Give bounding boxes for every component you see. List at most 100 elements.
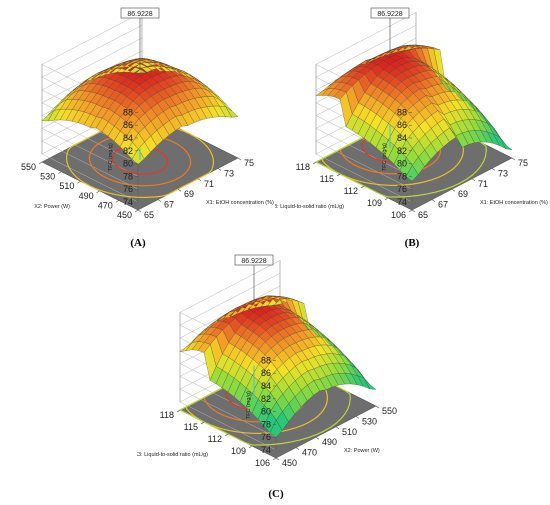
y-axis-title: X3: Liquid-to-solid ratio (mL/g) [275,204,344,210]
y-tick [248,445,253,449]
y-axis: 106 109 112 115 118 X3: Liquid-to-solid ratio… [270,161,413,220]
x-tick-label: 73 [498,168,508,178]
x-tick [411,209,416,213]
z-axis: 74 76 78 80 82 84 86 88 TFC (mg/g) [382,107,412,207]
max-label-text: 86.9228 [127,11,152,18]
x-tick [275,457,280,461]
z-tick-label: 86 [123,120,133,130]
y-tick-label: 112 [208,434,222,444]
y-tick [224,433,229,437]
panel-c: 86.9228 74 76 78 80 82 84 86 88 TFC (mg/g) 450 470 4… [134,247,413,500]
surface-plot-a: 86.9228 74 76 78 80 82 84 86 88 TFC (mg/g) 65 67 69 7… [21,7,274,249]
y-tick-label: 115 [320,174,334,184]
y-tick-label: 109 [231,446,246,456]
max-value-label: 86.9228 [120,7,160,70]
surface-cell [225,106,239,118]
x-tick-label: 69 [184,189,194,199]
z-tick-label: 74 [261,445,271,455]
z-tick-label: 76 [123,184,133,194]
y-tick-label: 550 [21,162,36,172]
x-tick-label: 65 [144,210,154,220]
x-tick-label: 450 [282,458,297,468]
x-axis-title: X1: EtOH concentration (%) [206,200,274,206]
max-label-text: 86.9228 [241,258,266,265]
y-tick-label: 106 [255,458,270,468]
y-tick-label: 490 [79,191,94,201]
y-tick [115,200,119,203]
z-tick-label: 84 [261,381,271,391]
y-tick-label: 510 [59,181,74,191]
max-label-box [370,7,410,19]
z-tick-label: 86 [397,120,407,130]
z-tick-label: 86 [261,368,271,378]
x-tick-label: 490 [322,437,337,447]
y-tick-label: 450 [117,210,132,220]
response-surface [179,295,377,438]
z-tick-label: 74 [123,197,133,207]
z-tick-label: 84 [397,133,407,143]
x-tick-label: 75 [518,158,528,168]
x-tick [177,188,182,192]
z-tick-label: 82 [123,146,133,156]
max-label-text: 86.9228 [377,11,402,18]
y-tick-label: 112 [344,186,358,196]
x-tick [157,199,162,202]
y-tick [200,421,205,425]
max-value-label: 86.9228 [370,7,410,58]
x-tick-label: 530 [362,416,377,426]
panel-label: (C) [268,488,284,500]
x-axis-title: X1: EtOH concentration (%) [480,200,548,206]
y-tick-label: 106 [391,210,406,220]
x-tick [355,416,360,419]
x-tick [315,436,320,440]
y-tick [96,190,100,194]
y-tick [58,171,62,174]
z-tick-label: 80 [123,159,133,169]
z-axis-title: TFC (mg/g) [246,391,252,419]
x-tick-label: 71 [204,179,214,189]
z-tick-label: 76 [397,184,407,194]
x-tick-label: 67 [438,200,448,210]
z-axis: 74 76 78 80 82 84 86 88 TFC (mg/g) [108,107,138,207]
z-tick-label: 80 [261,407,271,417]
z-tick-label: 78 [397,171,407,181]
response-surface [41,58,239,165]
x-tick-label: 510 [342,427,357,437]
panel-a: 86.9228 74 76 78 80 82 84 86 88 TFC (mg/g) 65 67 69 7… [0,0,275,250]
y-axis-title: X2: Power (W) [34,204,70,210]
z-tick-label: 82 [397,146,407,156]
y-tick [38,161,43,165]
z-axis-title: TFC (mg/g) [382,143,388,171]
x-tick-label: 69 [458,189,468,199]
z-tick-label: 76 [261,432,271,442]
y-tick [336,173,341,177]
y-tick-label: 118 [296,162,310,172]
z-tick-label: 78 [123,171,133,181]
x-tick [335,426,340,430]
z-tick-label: 84 [123,133,133,143]
z-axis: 74 76 78 80 82 84 86 88 TFC (mg/g) [246,355,276,455]
z-tick-label: 74 [397,197,407,207]
x-tick [471,178,476,182]
x-axis-title: X2: Power (W) [344,448,380,454]
y-tick [77,180,81,184]
z-tick-label: 80 [397,159,407,169]
x-tick-label: 67 [164,200,174,210]
x-tick [431,199,436,202]
y-tick [312,161,317,165]
z-tick-label: 88 [397,107,407,117]
x-tick-label: 65 [418,210,428,220]
x-tick [237,157,242,161]
y-tick-label: 109 [367,198,382,208]
x-tick [451,188,456,192]
y-tick-label: 530 [40,172,55,182]
y-tick [272,457,277,461]
y-tick [134,209,139,213]
y-tick [384,197,389,201]
max-label-box [234,254,274,266]
x-axis: 450 470 490 510 530 550 X2: Power (W) [275,405,397,468]
surface-plot-b: 86.9228 74 76 78 80 82 84 86 88 TFC (mg/g) 65 67 69 7… [270,7,548,249]
z-axis-title: TFC (mg/g) [108,143,114,171]
